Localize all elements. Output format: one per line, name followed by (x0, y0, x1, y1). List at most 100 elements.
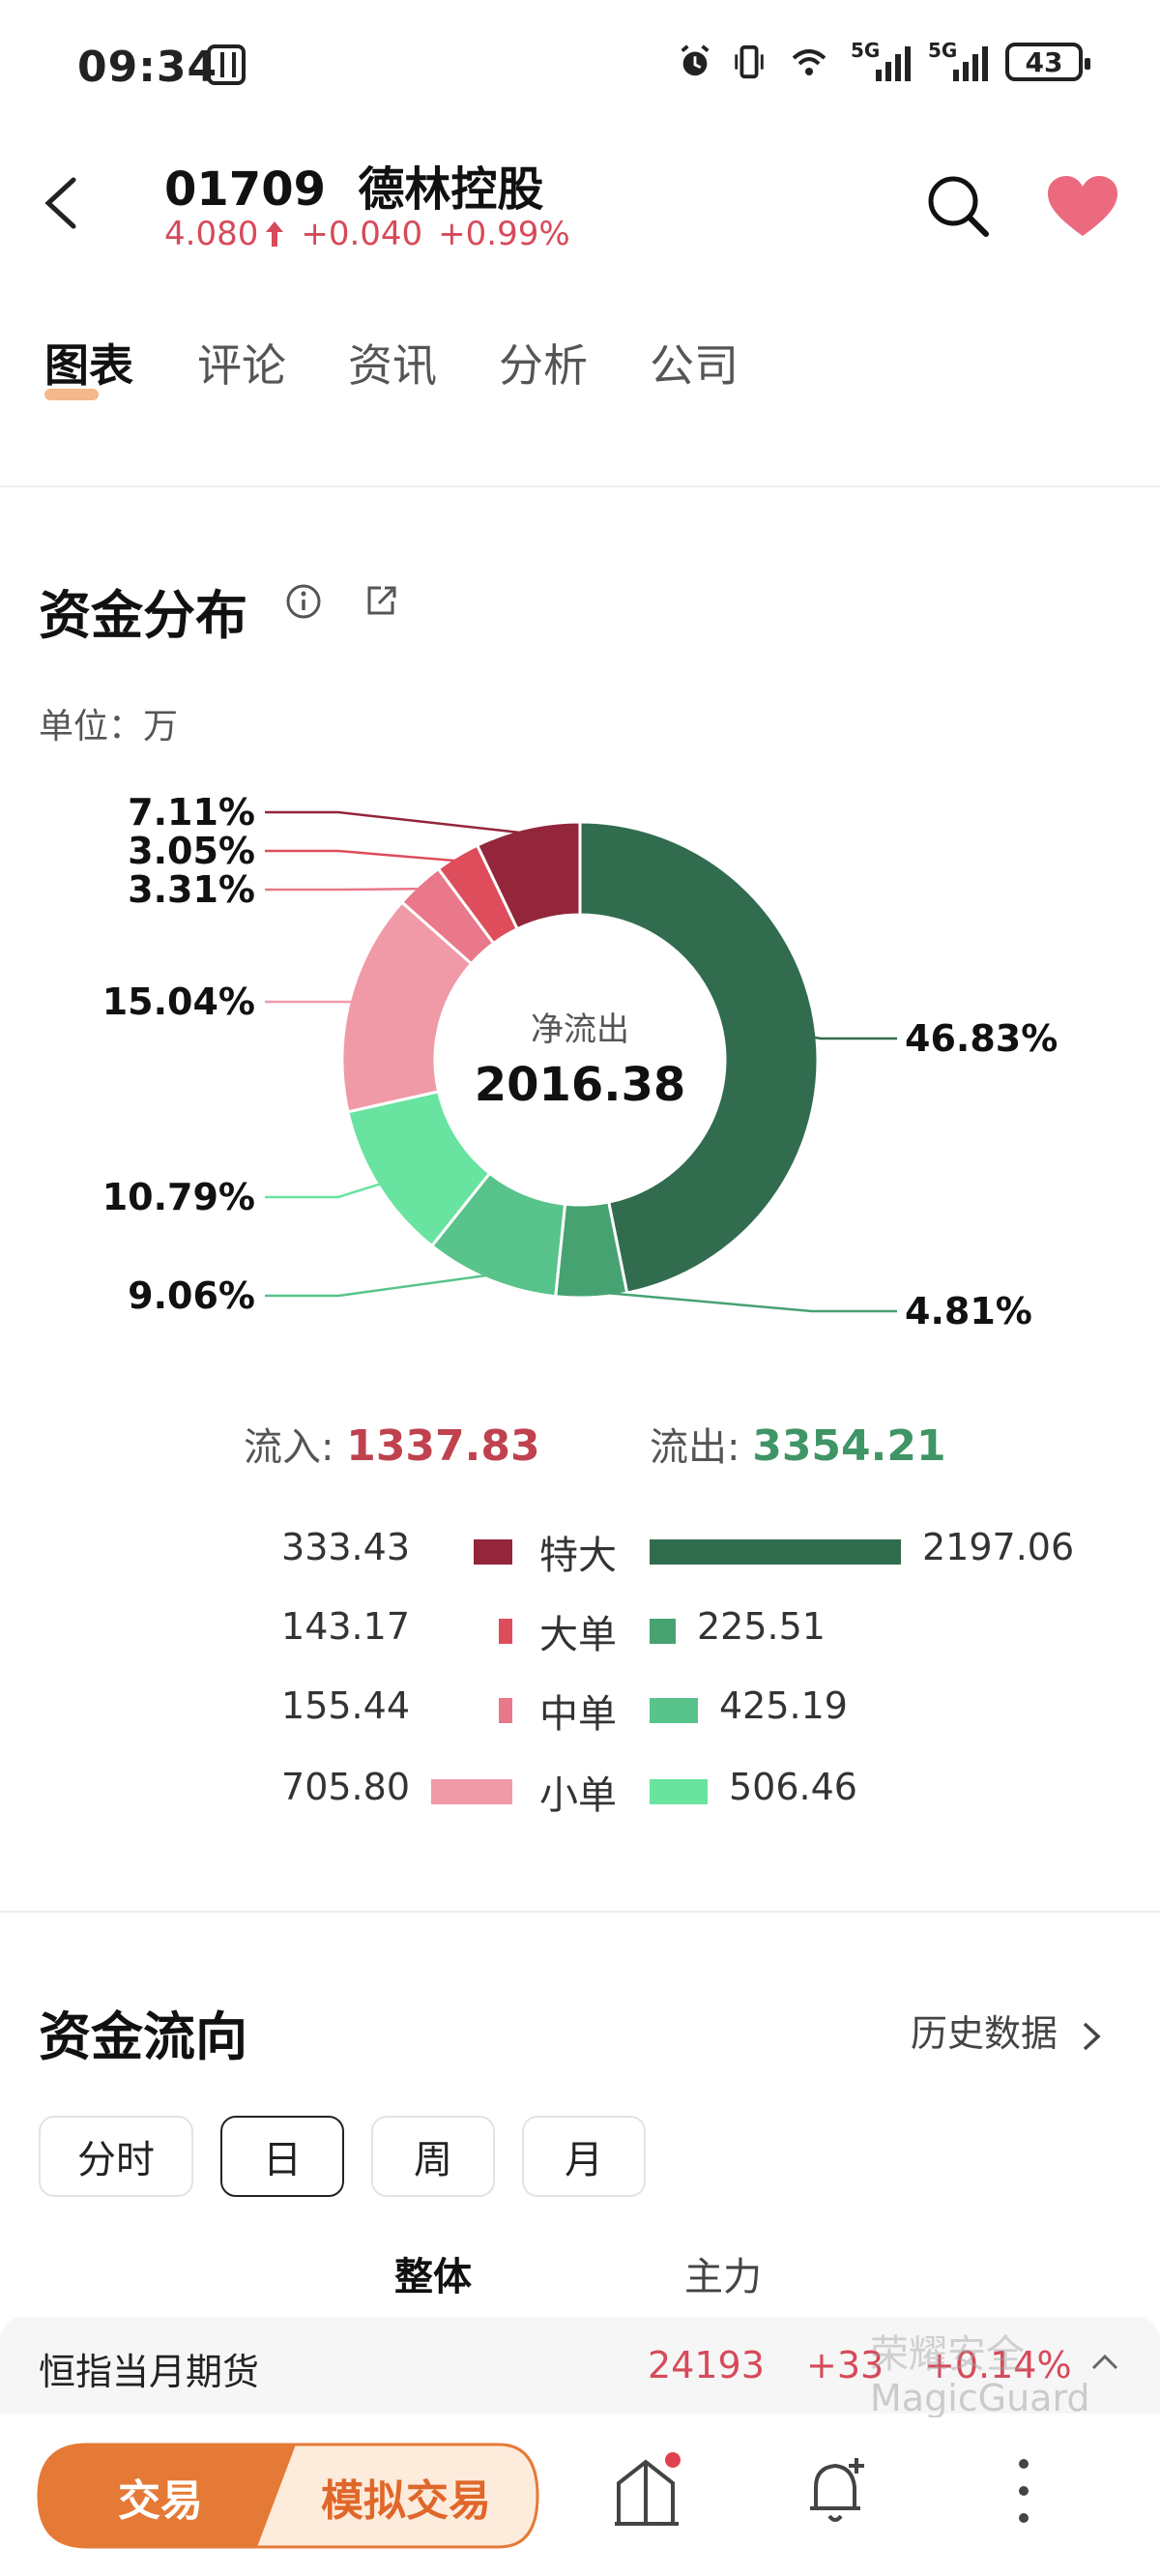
legend-category-name: 大单 (539, 1613, 617, 1657)
legend-outflow-value: 506.46 (729, 1766, 857, 1808)
info-icon[interactable] (284, 582, 323, 621)
stock-name: 德林控股 (358, 162, 544, 217)
tab-comments[interactable]: 评论 (197, 339, 286, 392)
battery-level: 43 (1025, 45, 1063, 78)
legend-inflow-bar (431, 1779, 512, 1804)
chevron-up-icon[interactable] (1090, 2352, 1119, 2371)
tab-company[interactable]: 公司 (650, 339, 739, 392)
home-building-icon[interactable] (613, 2452, 681, 2530)
tab-chart[interactable]: 图表 (44, 339, 133, 392)
stock-change: +0.040 (301, 215, 423, 253)
donut-slice-label: 3.31% (128, 868, 255, 911)
donut-leader-line (265, 849, 461, 863)
legend-category-name: 特大 (539, 1534, 617, 1578)
stock-title: 01709 德林控股 (164, 151, 543, 219)
favorite-heart-icon[interactable] (1046, 174, 1119, 238)
legend-inflow-value: 143.17 (281, 1605, 410, 1648)
donut-slice[interactable] (475, 820, 582, 931)
inflow-label: 流入: (244, 1425, 334, 1470)
legend-inflow-bar (499, 1619, 512, 1644)
active-tab-underline (44, 389, 99, 400)
alert-bell-icon[interactable] (804, 2452, 872, 2530)
inflow-value: 1337.83 (346, 1421, 540, 1471)
signal-5g-icon-2: 5G (928, 39, 988, 81)
ticker-change-pct: +0.14% (924, 2344, 1072, 2386)
outflow-total: 流出: 3354.21 (650, 1416, 946, 1472)
donut-slice-label: 4.81% (905, 1290, 1032, 1332)
legend-outflow-value: 225.51 (697, 1605, 826, 1648)
back-arrow-icon[interactable] (39, 174, 87, 232)
legend-inflow-bar (499, 1698, 512, 1723)
donut-slice[interactable] (578, 820, 820, 1295)
status-time: 09:34 (77, 43, 218, 92)
legend-row: 143.17 大单 225.51 (0, 1597, 1160, 1657)
fund-donut-chart: 46.83% 4.81% 9.06% 10.79% 15.04% 3.31%3.05%7.… (102, 791, 1058, 1332)
stock-price: 4.080 (164, 215, 259, 253)
battery-icon: 43 (1005, 43, 1090, 81)
legend-inflow-value: 705.80 (281, 1766, 410, 1808)
fund-distribution-title: 资金分布 (39, 585, 247, 646)
history-data-label: 历史数据 (911, 2012, 1058, 2055)
period-day-button[interactable]: 日 (220, 2116, 344, 2197)
ticker-value: 24193 (648, 2344, 765, 2386)
ticker-name: 恒指当月期货 (39, 2351, 260, 2393)
subtab-overall[interactable]: 整体 (394, 2255, 472, 2299)
period-week-button[interactable]: 周 (371, 2116, 495, 2197)
legend-outflow-bar (650, 1619, 676, 1644)
legend-outflow-bar (650, 1539, 901, 1565)
donut-leader-line (265, 810, 529, 835)
donut-leader-line (591, 1290, 897, 1313)
legend-row: 155.44 中单 425.19 (0, 1677, 1160, 1737)
legend-row: 333.43 特大 2197.06 (0, 1518, 1160, 1578)
fund-flow-title: 资金流向 (39, 2006, 247, 2067)
arrow-up-icon (266, 221, 284, 247)
legend-outflow-value: 2197.06 (922, 1526, 1075, 1568)
ticker-change: +33 (806, 2344, 884, 2386)
donut-slice-label: 9.06% (128, 1274, 255, 1317)
donut-leader-line (265, 1182, 384, 1199)
subtab-main-force[interactable]: 主力 (684, 2255, 762, 2299)
legend-row: 705.80 小单 506.46 (0, 1758, 1160, 1818)
period-month-button[interactable]: 月 (522, 2116, 646, 2197)
donut-leader-line (265, 887, 423, 892)
donut-center-value: 2016.38 (475, 1058, 686, 1112)
legend-inflow-value: 333.43 (281, 1526, 410, 1568)
chevron-right-icon (1083, 2022, 1101, 2050)
search-icon[interactable] (924, 172, 992, 240)
donut-leader-line (810, 1035, 897, 1040)
donut-leader-line (265, 1273, 493, 1298)
donut-slice-label: 46.83% (905, 1017, 1058, 1060)
period-intraday-button[interactable]: 分时 (39, 2116, 193, 2197)
tab-news[interactable]: 资讯 (348, 339, 437, 392)
vibrate-icon (735, 44, 764, 79)
signal-5g-icon: 5G (851, 39, 911, 81)
section-divider (0, 485, 1160, 487)
history-data-link[interactable]: 历史数据 (911, 2004, 1104, 2057)
wifi-icon (792, 49, 826, 75)
nfc-icon (207, 44, 246, 85)
stock-header: 01709 德林控股 4.080 +0.040 +0.99% (0, 145, 1160, 271)
legend-category-name: 中单 (539, 1692, 617, 1737)
donut-center-label: 净流出 (531, 1010, 629, 1049)
network-type-label: 5G (851, 39, 881, 62)
legend-category-name: 小单 (539, 1773, 617, 1818)
index-ticker[interactable]: 恒指当月期货 24193 +33 +0.14% (0, 2317, 1160, 2414)
status-icons: 5G 5G 43 (677, 39, 1090, 81)
status-bar: 09:34 5G 5G 43 (0, 0, 1160, 135)
stock-change-pct: +0.99% (438, 215, 570, 253)
stock-code: 01709 (164, 162, 326, 217)
outflow-value: 3354.21 (752, 1421, 946, 1471)
legend-outflow-bar (650, 1779, 708, 1804)
stock-quote: 4.080 +0.040 +0.99% (164, 215, 570, 253)
share-icon[interactable] (362, 582, 400, 621)
watermark-en: MagicGuard (870, 2377, 1090, 2419)
tab-analysis[interactable]: 分析 (499, 339, 588, 392)
donut-slice-label: 15.04% (102, 981, 255, 1023)
trade-buttons-shape (37, 2443, 539, 2549)
donut-slice-label: 10.79% (102, 1176, 255, 1218)
watermark-cn: 荣耀安全 (870, 2332, 1025, 2377)
sim-trade-button[interactable]: 模拟交易 (321, 2476, 491, 2526)
alarm-icon (681, 44, 710, 76)
trade-button[interactable]: 交易 (118, 2476, 203, 2526)
more-options-icon[interactable] (1009, 2452, 1038, 2530)
